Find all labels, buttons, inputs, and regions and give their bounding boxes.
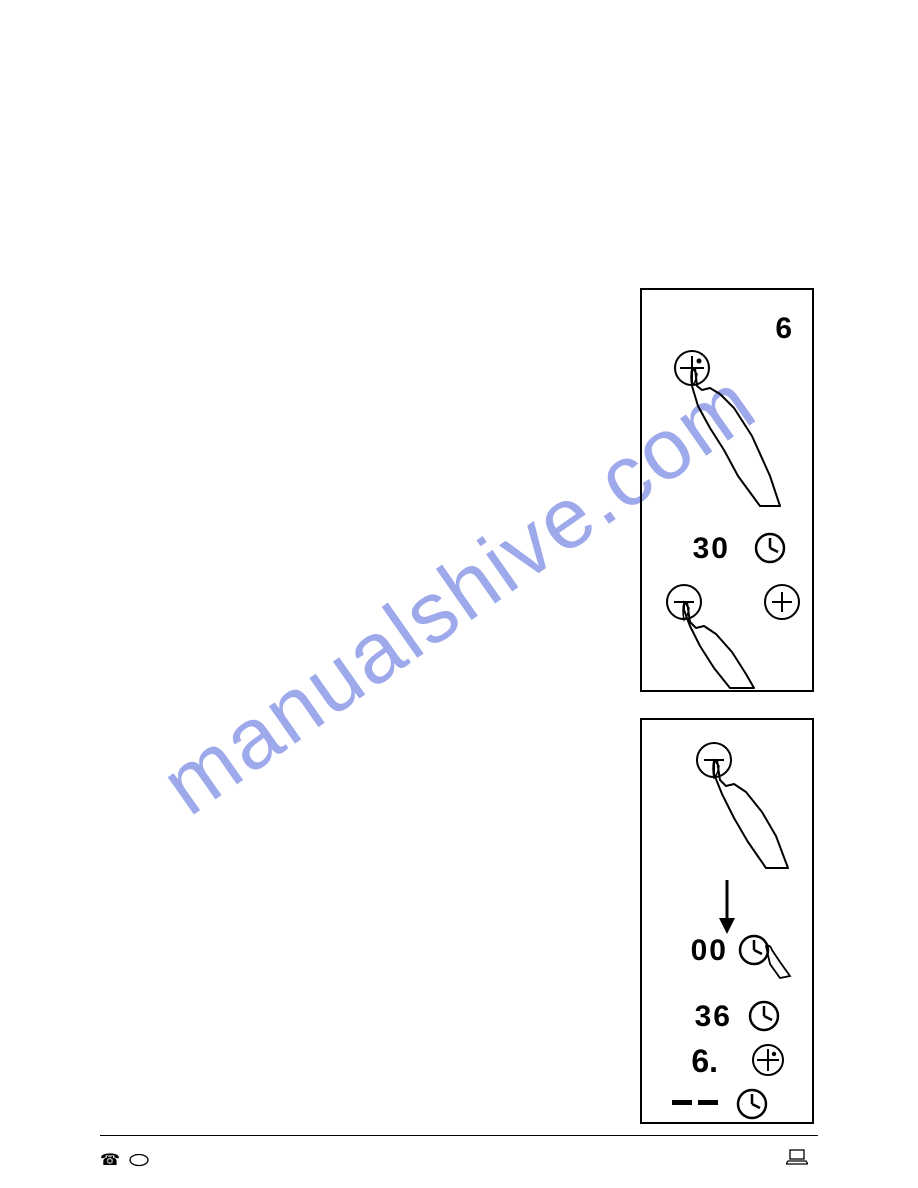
laptop-icon	[786, 1149, 808, 1165]
arrow-down-icon	[719, 880, 735, 934]
display-00-label: 00	[691, 934, 728, 967]
small-hand-icon	[766, 946, 790, 979]
clock-icon	[756, 534, 784, 562]
dashes-label	[672, 1100, 718, 1105]
plus-button[interactable]	[765, 585, 799, 619]
instruction-panel-1: 6 30	[640, 288, 814, 692]
hand-illustration-3	[713, 760, 788, 868]
ellipse-icon	[128, 1153, 150, 1167]
footer-rule	[100, 1135, 818, 1136]
display-6-label: 6.	[691, 1043, 718, 1079]
clock-icon	[738, 1090, 766, 1118]
display-36-label: 36	[695, 1000, 732, 1033]
hand-illustration-1	[691, 368, 780, 506]
plus-dot-icon	[753, 1045, 783, 1075]
instruction-panel-2: 00 36 6.	[640, 718, 814, 1124]
timer-30-label: 30	[693, 532, 730, 565]
clock-icon	[750, 1002, 778, 1030]
phone-icon: ☎	[100, 1150, 120, 1170]
power-level-label: 6	[775, 312, 792, 345]
clock-icon	[740, 936, 768, 964]
